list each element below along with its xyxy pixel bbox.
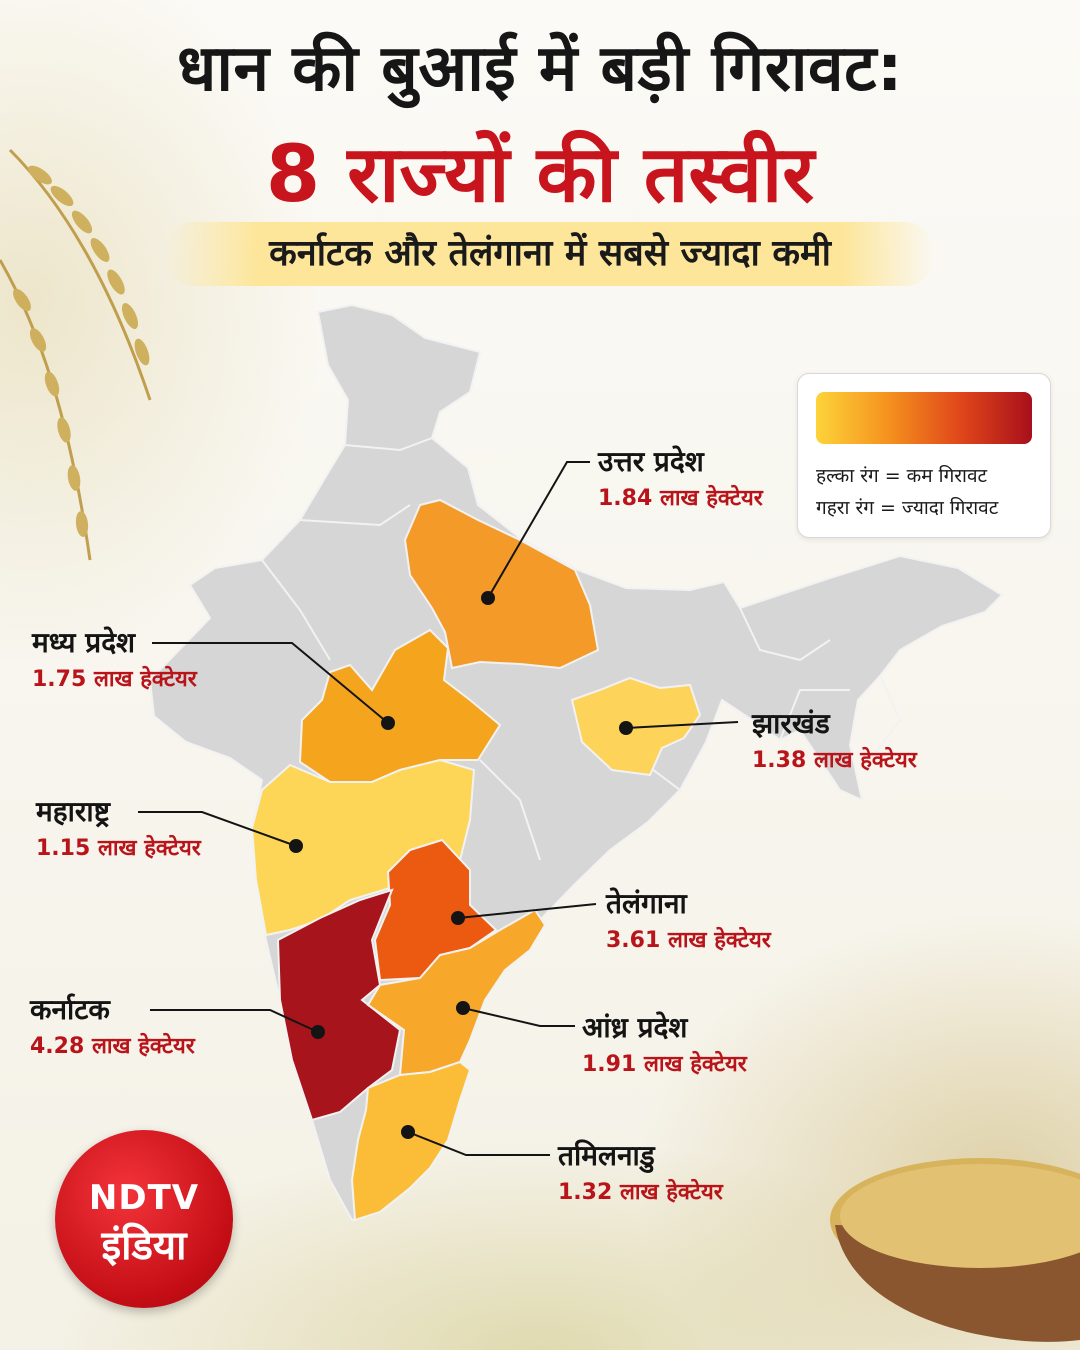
ndtv-india-logo: NDTV इंडिया: [55, 1130, 233, 1308]
label-andhra-pradesh: आंध्र प्रदेश 1.91 लाख हेक्टेयर: [582, 1008, 747, 1078]
state-name: मध्य प्रदेश: [32, 626, 136, 659]
state-markers: [289, 591, 633, 1139]
label-madhya-pradesh: मध्य प्रदेश 1.75 लाख हेक्टेयर: [32, 623, 197, 693]
marker-madhya-pradesh: [381, 716, 395, 730]
legend: हल्का रंग = कम गिरावट गहरा रंग = ज्यादा …: [797, 373, 1051, 538]
legend-dark-text: गहरा रंग = ज्यादा गिरावट: [816, 497, 999, 519]
legend-light-text: हल्का रंग = कम गिरावट: [816, 465, 988, 487]
logo-top-text: NDTV: [88, 1178, 200, 1218]
page-title-line-2: 8 राज्यों की तस्वीर: [265, 130, 815, 220]
label-tamil-nadu: तमिलनाडु 1.32 लाख हेक्टेयर: [558, 1136, 723, 1206]
page-title-line-1: धान की बुआई में बड़ी गिरावट:: [177, 32, 903, 106]
leader-madhya-pradesh: [152, 642, 389, 724]
state-value: 1.75 लाख हेक्टेयर: [32, 667, 197, 692]
state-value: 1.84 लाख हेक्टेयर: [598, 486, 763, 511]
logo-bottom-text: इंडिया: [101, 1223, 187, 1269]
leader-tamil-nadu: [407, 1131, 550, 1156]
state-value: 1.15 लाख हेक्टेयर: [36, 836, 201, 861]
marker-andhra-pradesh: [456, 1001, 470, 1015]
leader-andhra-pradesh: [462, 1007, 575, 1027]
rice-bowl-decoration: [830, 1158, 1080, 1342]
marker-maharashtra: [289, 839, 303, 853]
leader-uttar-pradesh: [487, 461, 590, 599]
state-madhya-pradesh[interactable]: [298, 628, 502, 783]
leader-telangana: [457, 903, 597, 919]
subtitle-banner: कर्नाटक और तेलंगाना में सबसे ज्यादा कमी: [165, 222, 935, 286]
state-value: 4.28 लाख हेक्टेयर: [30, 1034, 195, 1059]
marker-tamil-nadu: [401, 1125, 415, 1139]
label-karnataka: कर्नाटक 4.28 लाख हेक्टेयर: [30, 990, 195, 1060]
state-value: 1.32 लाख हेक्टेयर: [558, 1180, 723, 1205]
state-name: आंध्र प्रदेश: [582, 1011, 688, 1044]
label-maharashtra: महाराष्ट्र 1.15 लाख हेक्टेयर: [36, 792, 201, 862]
marker-telangana: [451, 911, 465, 925]
label-telangana: तेलंगाना 3.61 लाख हेक्टेयर: [606, 884, 771, 954]
rice-stalk-decoration: [0, 148, 152, 561]
leader-lines: [138, 461, 739, 1156]
label-uttar-pradesh: उत्तर प्रदेश 1.84 लाख हेक्टेयर: [598, 442, 763, 512]
state-name: झारखंड: [752, 707, 830, 740]
marker-jharkhand: [619, 721, 633, 735]
subtitle-text: कर्नाटक और तेलंगाना में सबसे ज्यादा कमी: [269, 233, 831, 274]
state-value: 1.38 लाख हेक्टेयर: [752, 748, 917, 773]
state-name: उत्तर प्रदेश: [598, 445, 704, 478]
marker-uttar-pradesh: [481, 591, 495, 605]
state-name: तेलंगाना: [606, 887, 687, 920]
state-value: 1.91 लाख हेक्टेयर: [582, 1052, 747, 1077]
label-jharkhand: झारखंड 1.38 लाख हेक्टेयर: [752, 704, 917, 774]
marker-karnataka: [311, 1025, 325, 1039]
state-tamil-nadu[interactable]: [350, 1060, 472, 1222]
leader-jharkhand: [625, 721, 739, 729]
state-karnataka[interactable]: [276, 888, 402, 1122]
leader-maharashtra: [138, 811, 297, 847]
state-name: कर्नाटक: [30, 993, 110, 1026]
state-name: महाराष्ट्र: [36, 795, 110, 828]
state-name: तमिलनाडु: [558, 1139, 655, 1172]
legend-gradient-bar: [816, 392, 1032, 444]
state-value: 3.61 लाख हेक्टेयर: [606, 928, 771, 953]
leader-karnataka: [150, 1009, 319, 1033]
state-uttar-pradesh[interactable]: [403, 498, 600, 670]
